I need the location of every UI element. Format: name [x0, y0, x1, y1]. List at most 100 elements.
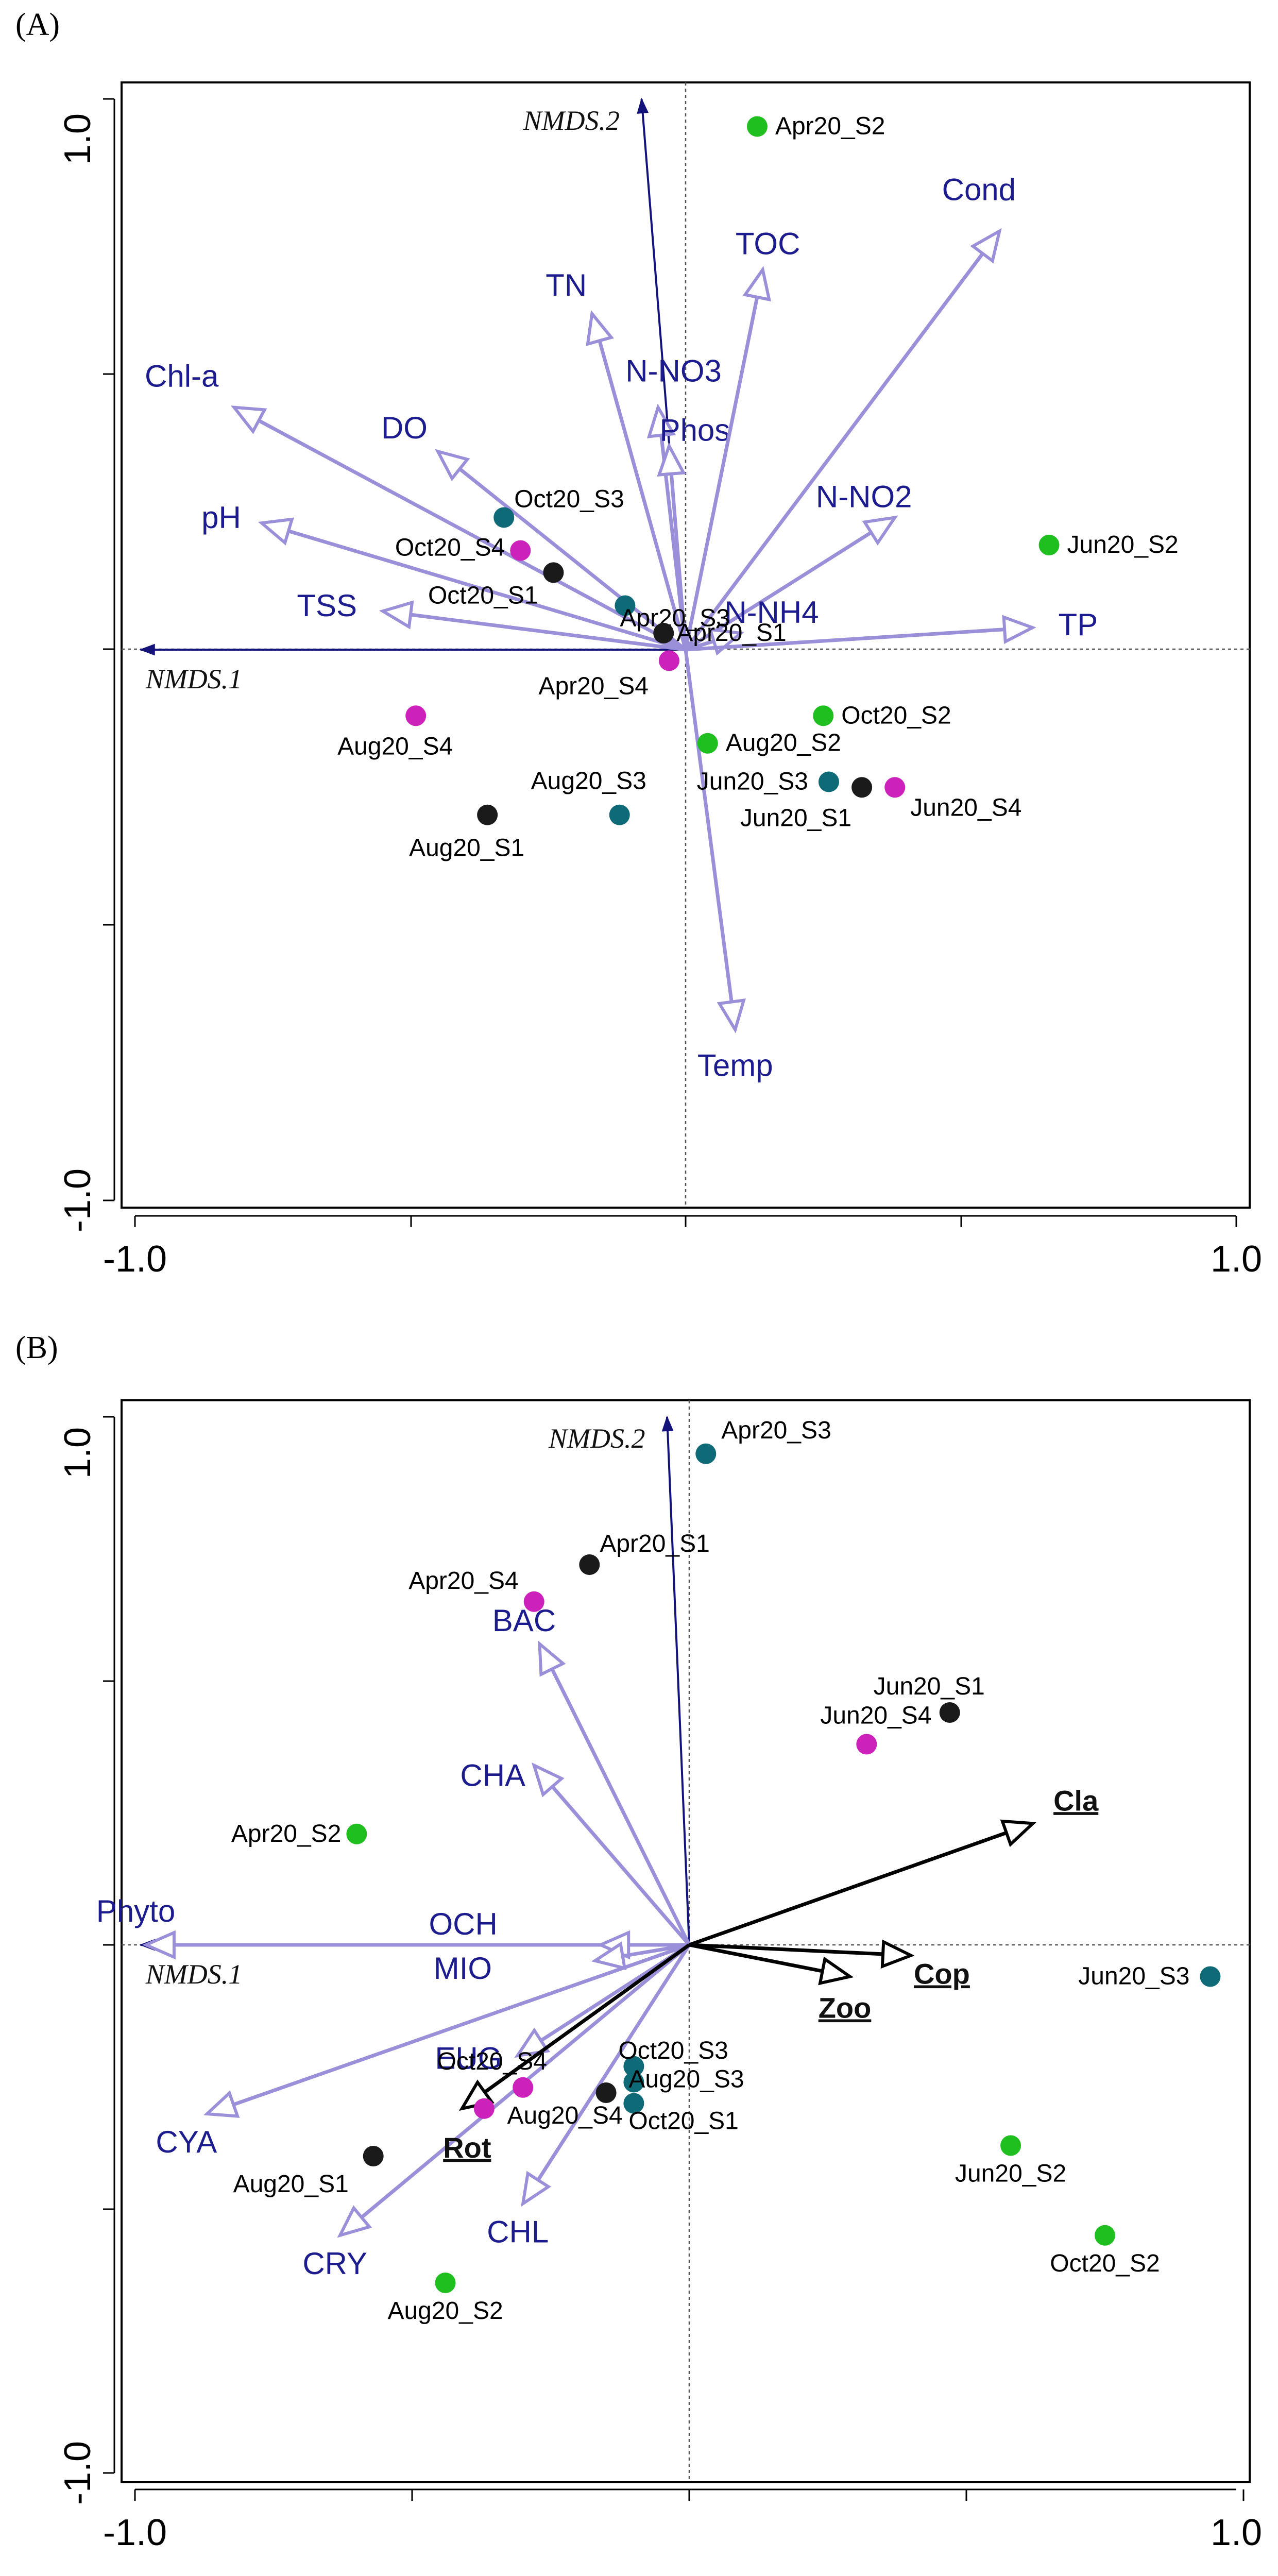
panel-b-site-label-aug20-s2: Aug20_S2 — [387, 2297, 503, 2325]
panel-a-site-point-jun20-s1 — [851, 777, 873, 798]
panel-a-vector-label-cond: Cond — [942, 173, 1016, 207]
panel-b-bold-vector-cop — [689, 1945, 911, 1956]
panel-a-vector-tss — [383, 611, 686, 652]
panel-b-site-label-aug20-s1: Aug20_S1 — [233, 2171, 349, 2198]
panel-a-vector-tp — [685, 628, 1032, 652]
panel-b-bold-vector-label-cop: Cop — [914, 1958, 970, 1990]
panel-b: (B) 1.0 -1.0 -1.0 1.0 NMDS.1 NMDS.2 BAC CHA… — [15, 1330, 1262, 2553]
panel-a-site-label-oct20-s4: Oct20_S4 — [395, 534, 505, 562]
panel-b-bold-vector-rot — [462, 1943, 691, 2109]
panel-b-site-point-jun20-s1 — [939, 1702, 960, 1723]
panel-b-vector-label-cya: CYA — [156, 2125, 217, 2159]
panel-b-site-point-apr20-s2 — [346, 1823, 367, 1844]
panel-b-site-point-aug20-s4 — [595, 2082, 617, 2103]
panel-b-site-label-jun20-s1: Jun20_S1 — [874, 1673, 985, 1700]
panel-b-site-label-aug20-s4: Aug20_S4 — [507, 2102, 622, 2129]
panel-b-xtick-left: -1.0 — [103, 2512, 167, 2553]
panel-a-site-label-jun20-s4: Jun20_S4 — [910, 794, 1021, 821]
panel-a-vector-n-no2 — [685, 517, 895, 651]
panel-a-site-label-aug20-s3: Aug20_S3 — [531, 768, 646, 795]
panel-b-vector-bac — [539, 1644, 691, 1946]
panel-a-site-point-oct20-s4 — [510, 540, 531, 561]
panel-b-site-point-oct20-s3 — [623, 2056, 644, 2077]
panel-b-vector-label-chl: CHL — [487, 2214, 549, 2249]
panel-b-marks: NMDS.1 NMDS.2 BAC CHA Phyto OCH MIO CYA EUG CRY CH… — [96, 1415, 1221, 2325]
panel-b-vector-label-mio: MIO — [434, 1951, 492, 1986]
panel-b-xtick-right: 1.0 — [1211, 2512, 1262, 2553]
panel-b-vector-label-cry: CRY — [302, 2246, 367, 2281]
panel-a: (A) 1.0 -1.0 -1.0 1.0 NMDS.1 NMDS.2 Chl-a D… — [15, 7, 1262, 1280]
panel-a-axis-arrow-label-nmds-2: NMDS.2 — [522, 105, 620, 136]
panel-b-bold-vector-cla — [688, 1823, 1033, 1947]
panel-a-site-label-apr20-s1: Apr20_S1 — [676, 619, 787, 647]
panel-a-site-label-jun20-s3: Jun20_S3 — [697, 768, 808, 795]
panel-a-site-point-oct20-s1 — [543, 562, 564, 583]
panel-b-site-label-apr20-s2: Apr20_S2 — [231, 1820, 342, 1848]
panel-a-xtick-right: 1.0 — [1211, 1239, 1262, 1280]
panel-a-vector-phos — [669, 446, 688, 650]
panel-b-bold-vector-label-zoo: Zoo — [819, 1992, 872, 2024]
panel-a-vector-label-n-no2: N-NO2 — [816, 479, 912, 514]
panel-a-site-label-jun20-s2: Jun20_S2 — [1067, 531, 1179, 558]
panel-b-vector-label-och: OCH — [429, 1907, 497, 1941]
panel-b-site-point-jun20-s2 — [1000, 2135, 1021, 2156]
panel-a-vector-label-temp: Temp — [697, 1048, 773, 1083]
panel-a-site-point-aug20-s4 — [405, 705, 427, 726]
panel-a-site-label-apr20-s4: Apr20_S4 — [538, 672, 649, 700]
panel-b-site-label-jun20-s3: Jun20_S3 — [1078, 1963, 1189, 1990]
panel-b-bold-vector-label-cla: Cla — [1053, 1784, 1099, 1817]
panel-b-plot-area — [121, 1399, 1251, 2483]
panel-b-site-point-aug20-s1 — [363, 2146, 384, 2166]
panel-b-vector-label-eug: EUG — [435, 2041, 502, 2075]
panel-a-site-point-apr20-s2 — [746, 116, 768, 137]
panel-a-vector-tn — [592, 314, 688, 650]
panel-a-vector-label-n-no3: N-NO3 — [625, 354, 722, 388]
panel-a-site-point-aug20-s2 — [697, 733, 718, 754]
panel-b-site-point-jun20-s4 — [856, 1734, 877, 1755]
panel-a-site-point-oct20-s3 — [493, 507, 515, 528]
panel-a-site-point-aug20-s1 — [477, 804, 498, 825]
panel-a-xtick-left: -1.0 — [103, 1239, 167, 1280]
panel-b-site-label-oct20-s2: Oct20_S2 — [1050, 2250, 1160, 2277]
panel-a-vector-do — [438, 451, 687, 651]
panel-b-site-point-apr20-s4 — [523, 1591, 544, 1612]
panel-b-site-label-oct20-s3: Oct20_S3 — [618, 2037, 728, 2064]
panel-b-y-axis: 1.0 -1.0 — [57, 1416, 115, 2505]
panel-b-site-label-aug20-s3: Aug20_S3 — [628, 2066, 744, 2093]
panel-b-site-point-oct20-s2 — [1095, 2225, 1115, 2246]
panel-b-vector-chl — [523, 1944, 691, 2204]
panel-b-site-label-oct20-s1: Oct20_S1 — [628, 2108, 738, 2135]
panel-b-ytick-bottom: -1.0 — [57, 2441, 98, 2505]
panel-b-x-axis: -1.0 1.0 — [103, 2488, 1262, 2553]
panel-b-axis-arrow-label-nmds-2: NMDS.2 — [548, 1423, 645, 1454]
panel-a-vector-toc — [684, 269, 763, 650]
panel-a-vector-cond — [684, 231, 999, 651]
panel-b-vector-mio — [595, 1945, 690, 1961]
panel-a-vector-label-phos: Phos — [660, 413, 730, 447]
panel-b-site-label-jun20-s2: Jun20_S2 — [955, 2160, 1066, 2188]
panel-a-x-axis: -1.0 1.0 — [103, 1215, 1262, 1280]
panel-b-vector-cha — [534, 1766, 691, 1946]
panel-a-vector-label-ph: pH — [201, 500, 241, 535]
panel-a-site-point-jun20-s4 — [884, 777, 906, 798]
panel-a-site-point-apr20-s4 — [658, 650, 679, 671]
panel-a-site-label-aug20-s2: Aug20_S2 — [726, 730, 841, 757]
panel-b-bold-vector-zoo — [689, 1943, 850, 1977]
panel-b-axis-arrow-nmds-2 — [661, 1415, 690, 1945]
panel-a-y-axis: 1.0 -1.0 — [57, 98, 115, 1232]
panel-b-vector-label-phyto: Phyto — [96, 1894, 175, 1928]
panel-a-site-label-oct20-s1: Oct20_S1 — [428, 582, 538, 609]
panel-a-ytick-top: 1.0 — [57, 113, 98, 165]
panel-b-site-point-apr20-s3 — [695, 1443, 717, 1464]
panel-a-site-point-apr20-s3 — [615, 595, 636, 616]
panel-a-vector-label-do: DO — [381, 411, 428, 445]
panel-a-marks: NMDS.1 NMDS.2 Chl-a DO pH TSS TN N-NO3 Phos TOC Co… — [139, 97, 1179, 1083]
panel-b-site-point-aug20-s3 — [623, 2072, 644, 2093]
panel-a-site-label-oct20-s3: Oct20_S3 — [514, 485, 624, 513]
panel-b-site-label-apr20-s3: Apr20_S3 — [721, 1417, 831, 1444]
panel-b-site-label-apr20-s1: Apr20_S1 — [600, 1530, 710, 1557]
panel-a-vector-label-toc: TOC — [736, 226, 800, 261]
panel-b-vector-cya — [207, 1943, 690, 2114]
panel-b-vector-label-cha: CHA — [460, 1758, 525, 1793]
